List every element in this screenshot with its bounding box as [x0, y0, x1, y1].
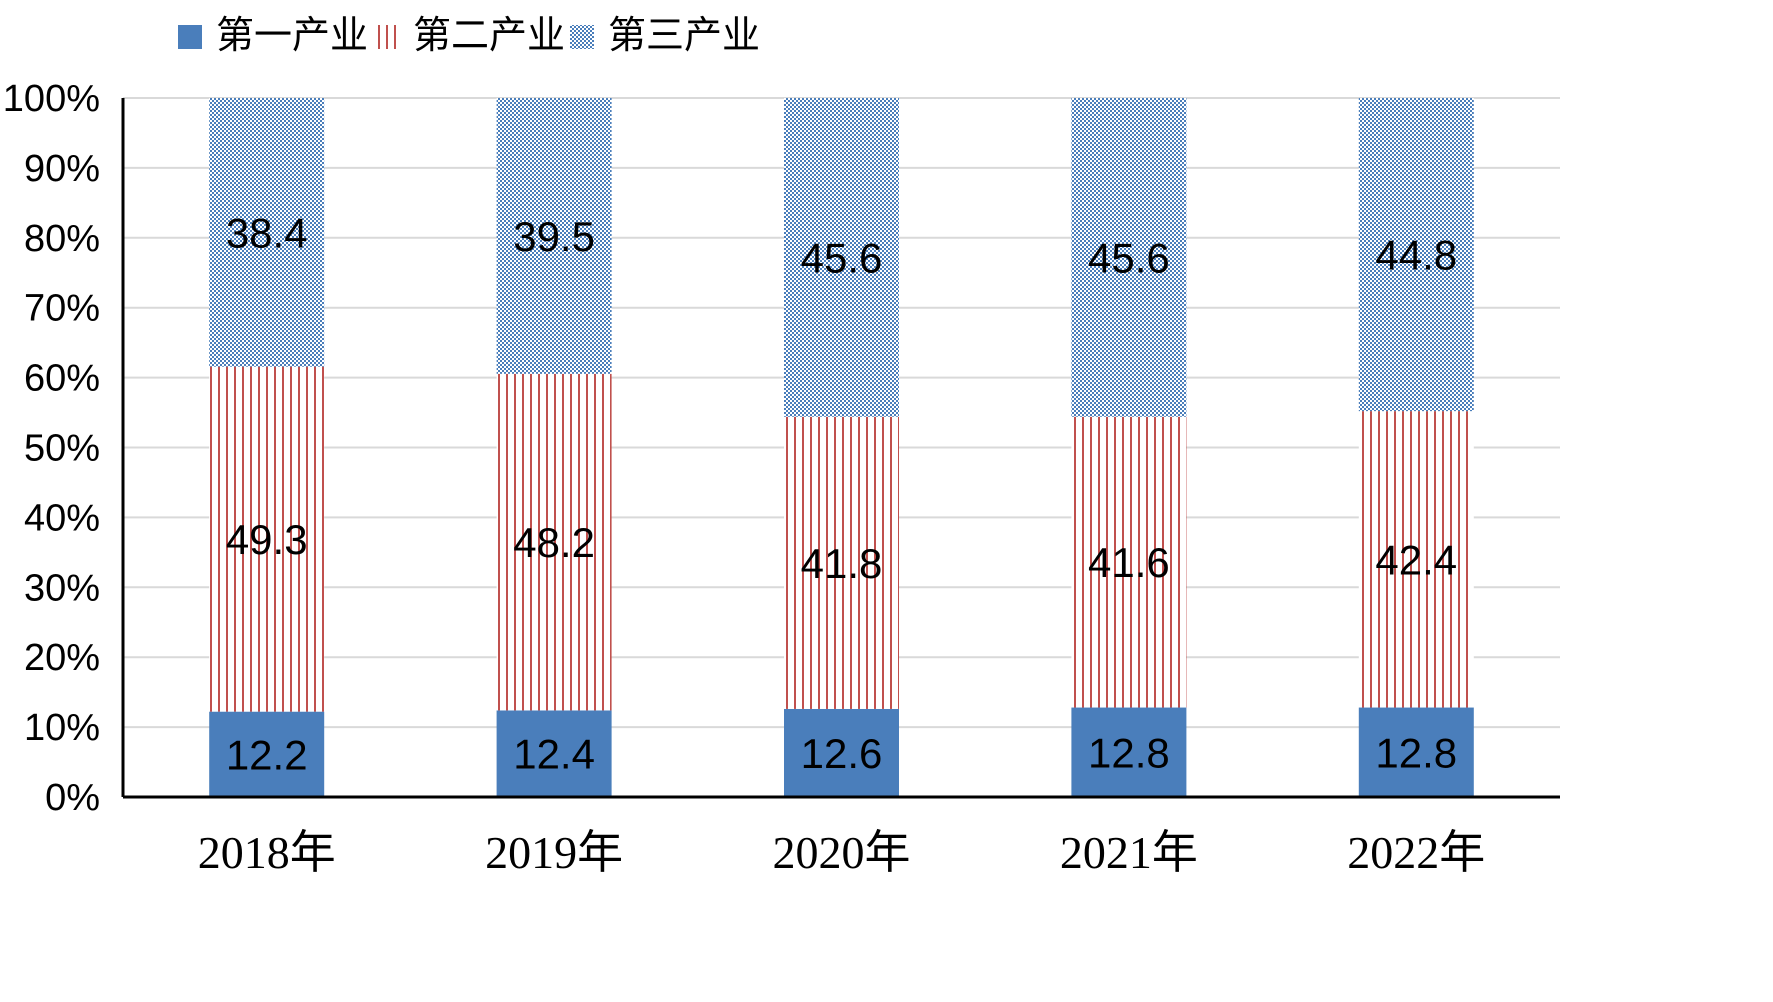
legend-label: 第一产业: [216, 13, 368, 57]
bars: [209, 98, 1474, 797]
y-tick-label: 50%: [24, 428, 100, 470]
y-tick-label: 40%: [24, 497, 100, 539]
data-label: 48.2: [513, 519, 595, 566]
bar-segment-2: [496, 373, 612, 711]
bar-segment-1: [1358, 707, 1474, 797]
data-label: 12.8: [1375, 729, 1457, 776]
y-tick-label: 0%: [45, 777, 100, 819]
data-label: 44.8: [1375, 232, 1457, 279]
bar-segment-3: [1071, 98, 1187, 417]
legend: 第一产业 第二产业 第三产业: [178, 13, 760, 57]
labels: 0% 10% 20% 30% 40% 50% 60% 70% 80% 90% 100% 12.2 49.…: [3, 78, 1486, 878]
bar-segment-1: [496, 710, 612, 797]
y-tick-label: 60%: [24, 358, 100, 400]
bar-segment-3: [1358, 98, 1474, 412]
data-label: 45.6: [801, 234, 883, 281]
bar-segment-1: [784, 708, 899, 797]
data-label: 12.2: [226, 731, 308, 778]
y-tick-label: 30%: [24, 567, 100, 609]
y-tick-label: 100%: [3, 78, 100, 120]
x-tick-label: 2022年: [1347, 827, 1485, 878]
bar-segment-3: [209, 98, 325, 367]
data-label: 39.5: [513, 213, 595, 260]
bar-segment-1: [1071, 707, 1187, 797]
y-tick-label: 20%: [24, 637, 100, 679]
bar-segment-3: [784, 98, 899, 417]
x-tick-label: 2018年: [198, 827, 336, 878]
data-label: 41.6: [1088, 539, 1170, 586]
legend-label: 第三产业: [608, 13, 760, 57]
data-label: 49.3: [226, 516, 308, 563]
bar-segment-2: [1071, 416, 1187, 708]
bar-segment-2: [784, 416, 899, 709]
y-tick-label: 10%: [24, 707, 100, 749]
x-tick-label: 2021年: [1060, 827, 1198, 878]
y-tick-label: 90%: [24, 148, 100, 190]
axes: [121, 98, 1560, 799]
data-label: 45.6: [1088, 234, 1170, 281]
legend-swatch-1: [178, 25, 202, 49]
y-tick-label: 70%: [24, 288, 100, 330]
legend-label: 第二产业: [413, 13, 565, 57]
legend-swatch-2: [375, 25, 399, 49]
data-label: 41.8: [801, 540, 883, 587]
data-label: 12.8: [1088, 729, 1170, 776]
data-label: 12.6: [801, 730, 883, 777]
bar-segment-1: [209, 711, 325, 797]
bar-segment-2: [1358, 411, 1474, 708]
data-label: 38.4: [226, 209, 308, 256]
legend-swatch-3: [570, 25, 594, 49]
bar-segment-2: [209, 366, 325, 712]
bar-segment-3: [496, 98, 612, 374]
x-tick-label: 2020年: [773, 827, 911, 878]
x-tick-label: 2019年: [485, 827, 623, 878]
data-label: 12.4: [513, 731, 595, 778]
data-label: 42.4: [1375, 536, 1457, 583]
y-tick-label: 80%: [24, 218, 100, 260]
